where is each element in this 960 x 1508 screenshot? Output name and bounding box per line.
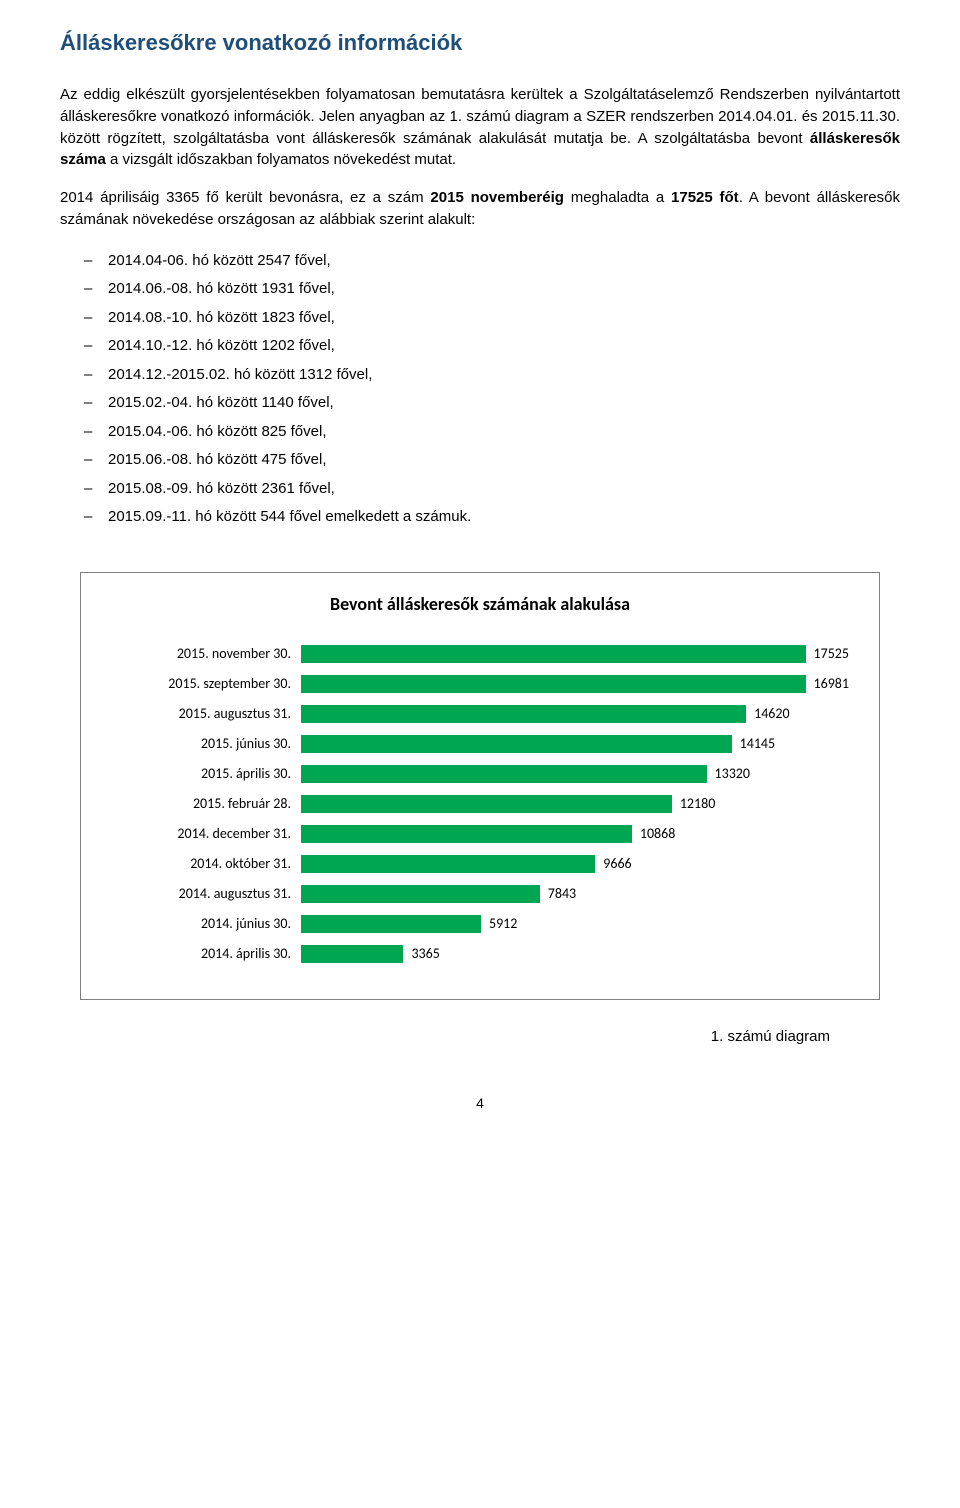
chart-value-label: 14620	[754, 705, 789, 722]
p2-bold-1: 2015 novemberéig	[430, 189, 564, 206]
chart-category-label: 2015. szeptember 30.	[111, 675, 301, 692]
chart-bar	[301, 795, 672, 813]
chart-row: 2014. december 31. 10868	[111, 819, 849, 849]
chart-value-label: 5912	[489, 915, 517, 932]
chart-row: 2015. szeptember 30. 16981	[111, 669, 849, 699]
chart-value-label: 16981	[814, 675, 849, 692]
chart-category-label: 2014. április 30.	[111, 945, 301, 962]
intro-paragraph-1: Az eddig elkészült gyorsjelentésekben fo…	[60, 84, 900, 171]
list-item: 2014.06.-08. hó között 1931 fővel,	[108, 275, 900, 304]
chart-bar	[301, 915, 481, 933]
chart-category-label: 2015. augusztus 31.	[111, 705, 301, 722]
chart-bar-area: 16981	[301, 675, 849, 693]
chart-value-label: 7843	[548, 885, 576, 902]
chart-row: 2014. június 30. 5912	[111, 909, 849, 939]
chart-category-label: 2014. október 31.	[111, 855, 301, 872]
chart-category-label: 2015. április 30.	[111, 765, 301, 782]
intro-paragraph-2: 2014 áprilisáig 3365 fő került bevonásra…	[60, 187, 900, 231]
chart-category-label: 2015. február 28.	[111, 795, 301, 812]
chart-title: Bevont álláskeresők számának alakulása	[111, 593, 849, 615]
diagram-caption: 1. számú diagram	[60, 1028, 900, 1045]
chart-value-label: 13320	[715, 765, 750, 782]
list-item: 2015.08.-09. hó között 2361 fővel,	[108, 475, 900, 504]
chart-bar-area: 13320	[301, 765, 849, 783]
chart-bar	[301, 645, 806, 663]
chart-category-label: 2014. december 31.	[111, 825, 301, 842]
chart-value-label: 12180	[680, 795, 715, 812]
chart-bar	[301, 855, 595, 873]
chart-category-label: 2015. november 30.	[111, 645, 301, 662]
chart-bar-area: 9666	[301, 855, 849, 873]
chart-bar-area: 7843	[301, 885, 849, 903]
list-item: 2015.06.-08. hó között 475 fővel,	[108, 446, 900, 475]
list-item: 2014.08.-10. hó között 1823 fővel,	[108, 304, 900, 333]
chart-bar-area: 10868	[301, 825, 849, 843]
chart-category-label: 2014. június 30.	[111, 915, 301, 932]
page-title: Álláskeresőkre vonatkozó információk	[60, 30, 900, 56]
chart-bar-area: 17525	[301, 645, 849, 663]
chart-bar	[301, 735, 732, 753]
chart-rows: 2015. november 30. 17525 2015. szeptember …	[111, 639, 849, 969]
chart-bar	[301, 675, 806, 693]
chart-bar-area: 14620	[301, 705, 849, 723]
p2-bold-2: 17525 főt	[671, 189, 739, 206]
p2-text-a: 2014 áprilisáig 3365 fő került bevonásra…	[60, 189, 430, 206]
list-item: 2014.12.-2015.02. hó között 1312 fővel,	[108, 361, 900, 390]
chart-row: 2014. augusztus 31. 7843	[111, 879, 849, 909]
chart-category-label: 2014. augusztus 31.	[111, 885, 301, 902]
chart-bar-area: 5912	[301, 915, 849, 933]
chart-value-label: 14145	[740, 735, 775, 752]
chart-bar-area: 14145	[301, 735, 849, 753]
chart-value-label: 10868	[640, 825, 675, 842]
chart-value-label: 17525	[814, 645, 849, 662]
chart-bar	[301, 885, 540, 903]
p2-text-b: meghaladta a	[564, 189, 671, 206]
chart-bar	[301, 705, 746, 723]
chart-row: 2015. június 30. 14145	[111, 729, 849, 759]
list-item: 2015.02.-04. hó között 1140 fővel,	[108, 389, 900, 418]
list-item: 2015.09.-11. hó között 544 fővel emelked…	[108, 503, 900, 532]
chart-bar-area: 3365	[301, 945, 849, 963]
chart-row: 2015. augusztus 31. 14620	[111, 699, 849, 729]
chart-container: Bevont álláskeresők számának alakulása 2…	[80, 572, 880, 1000]
list-item: 2014.04-06. hó között 2547 fővel,	[108, 247, 900, 276]
chart-row: 2014. október 31. 9666	[111, 849, 849, 879]
chart-row: 2015. november 30. 17525	[111, 639, 849, 669]
chart-row: 2014. április 30. 3365	[111, 939, 849, 969]
chart-bar	[301, 765, 707, 783]
page-number: 4	[60, 1095, 900, 1111]
chart-category-label: 2015. június 30.	[111, 735, 301, 752]
chart-bar	[301, 825, 632, 843]
increments-list: 2014.04-06. hó között 2547 fővel,2014.06…	[60, 247, 900, 532]
chart-row: 2015. április 30. 13320	[111, 759, 849, 789]
chart-value-label: 9666	[603, 855, 631, 872]
chart-bar-area: 12180	[301, 795, 849, 813]
list-item: 2014.10.-12. hó között 1202 fővel,	[108, 332, 900, 361]
chart-row: 2015. február 28. 12180	[111, 789, 849, 819]
p1-text-a: Az eddig elkészült gyorsjelentésekben fo…	[60, 86, 900, 147]
chart-value-label: 3365	[411, 945, 439, 962]
list-item: 2015.04.-06. hó között 825 fővel,	[108, 418, 900, 447]
p1-text-b: a vizsgált időszakban folyamatos növeked…	[106, 151, 456, 168]
chart-bar	[301, 945, 403, 963]
